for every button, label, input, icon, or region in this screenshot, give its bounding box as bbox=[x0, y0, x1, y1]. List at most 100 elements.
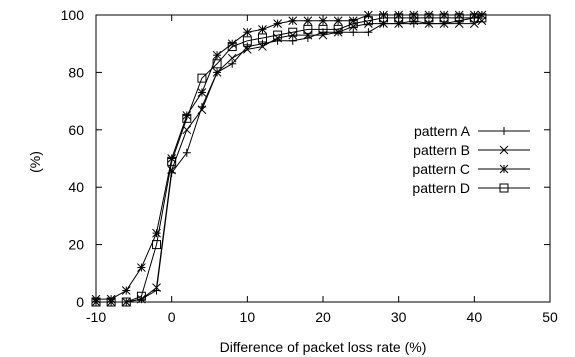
y-tick-label: 0 bbox=[76, 294, 84, 310]
data-point bbox=[288, 27, 298, 37]
data-point bbox=[242, 27, 252, 37]
marker-stroke bbox=[364, 10, 373, 20]
data-point bbox=[363, 16, 373, 26]
data-point bbox=[379, 19, 388, 28]
data-point bbox=[394, 19, 404, 28]
legend-marker bbox=[500, 127, 508, 135]
data-point bbox=[364, 10, 373, 20]
legend-label: pattern B bbox=[413, 142, 470, 158]
marker-stroke bbox=[91, 294, 101, 304]
series-square bbox=[91, 13, 487, 307]
data-point bbox=[212, 59, 222, 69]
data-point bbox=[424, 13, 434, 23]
data-point bbox=[469, 19, 479, 28]
marker-stroke bbox=[197, 105, 207, 115]
marker-stroke bbox=[273, 19, 282, 28]
data-point bbox=[303, 30, 313, 40]
data-point bbox=[424, 19, 434, 28]
data-point bbox=[409, 13, 419, 23]
data-point bbox=[394, 13, 404, 23]
data-point bbox=[258, 42, 267, 51]
legend-marker bbox=[499, 145, 509, 155]
data-point bbox=[273, 19, 282, 28]
marker-stroke bbox=[394, 19, 404, 28]
marker-stroke bbox=[212, 68, 222, 77]
x-tick-label: 40 bbox=[467, 309, 483, 325]
legend-marker bbox=[499, 164, 509, 174]
data-point bbox=[167, 156, 177, 166]
legend-label: pattern D bbox=[412, 180, 470, 196]
marker-stroke bbox=[212, 50, 222, 60]
data-point bbox=[228, 59, 237, 68]
data-point bbox=[348, 19, 358, 29]
y-tick-label: 60 bbox=[68, 122, 84, 138]
series-line bbox=[96, 14, 483, 303]
x-tick-label: 30 bbox=[391, 309, 407, 325]
marker-stroke bbox=[121, 286, 131, 295]
data-point bbox=[273, 30, 283, 40]
plot-frame bbox=[95, 14, 551, 303]
marker-stroke bbox=[303, 30, 313, 40]
data-point bbox=[242, 45, 252, 54]
marker-stroke bbox=[227, 53, 237, 63]
marker-stroke bbox=[227, 39, 237, 49]
data-point bbox=[197, 73, 207, 83]
data-point bbox=[318, 16, 328, 26]
marker-stroke bbox=[333, 27, 343, 37]
marker-stroke bbox=[197, 88, 207, 97]
marker-stroke bbox=[182, 111, 192, 120]
data-point bbox=[227, 53, 237, 63]
data-point bbox=[212, 68, 222, 77]
x-tick-label: 0 bbox=[168, 309, 176, 325]
x-tick-label: 10 bbox=[240, 309, 256, 325]
legend: pattern A pattern B pattern C pattern D bbox=[412, 123, 530, 196]
data-point bbox=[227, 42, 237, 52]
marker-stroke bbox=[379, 10, 388, 20]
data-point bbox=[136, 291, 146, 301]
marker-stroke bbox=[258, 24, 267, 34]
data-point bbox=[121, 297, 131, 307]
x-tick-label: -10 bbox=[86, 309, 106, 325]
data-point bbox=[303, 24, 313, 34]
marker-stroke bbox=[439, 19, 449, 28]
marker-stroke bbox=[273, 33, 282, 43]
data-point bbox=[257, 33, 267, 43]
marker-stroke bbox=[137, 263, 146, 272]
data-point bbox=[477, 13, 487, 23]
data-point bbox=[333, 16, 343, 26]
marker-stroke bbox=[469, 19, 479, 28]
data-point bbox=[333, 24, 343, 34]
x-tick-label: 20 bbox=[315, 309, 331, 325]
data-point bbox=[454, 19, 464, 28]
legend-marker bbox=[499, 183, 509, 193]
x-tick-label: 50 bbox=[542, 309, 558, 325]
marker-stroke bbox=[454, 19, 464, 28]
data-point bbox=[242, 36, 252, 46]
y-tick-label: 80 bbox=[68, 64, 84, 80]
data-point bbox=[121, 286, 131, 295]
marker-stroke bbox=[424, 19, 434, 28]
legend-label: pattern A bbox=[414, 123, 471, 139]
data-point bbox=[288, 36, 297, 45]
y-tick-label: 100 bbox=[61, 7, 85, 23]
marker-stroke bbox=[499, 145, 509, 155]
marker-stroke bbox=[379, 19, 388, 28]
data-point bbox=[303, 16, 313, 26]
data-point bbox=[454, 13, 464, 23]
marker-stroke bbox=[318, 30, 328, 40]
data-point bbox=[152, 240, 162, 250]
marker-stroke bbox=[348, 16, 358, 26]
marker-stroke bbox=[152, 283, 161, 293]
x-axis-label: Difference of packet loss rate (%) bbox=[220, 339, 427, 355]
data-point bbox=[152, 283, 161, 293]
legend-label: pattern C bbox=[412, 161, 470, 177]
marker-stroke bbox=[364, 19, 373, 28]
data-point bbox=[152, 228, 161, 238]
marker-stroke bbox=[303, 16, 313, 26]
data-point bbox=[182, 113, 192, 123]
data-point bbox=[137, 294, 146, 304]
marker-stroke bbox=[333, 16, 343, 26]
data-point bbox=[137, 263, 146, 272]
